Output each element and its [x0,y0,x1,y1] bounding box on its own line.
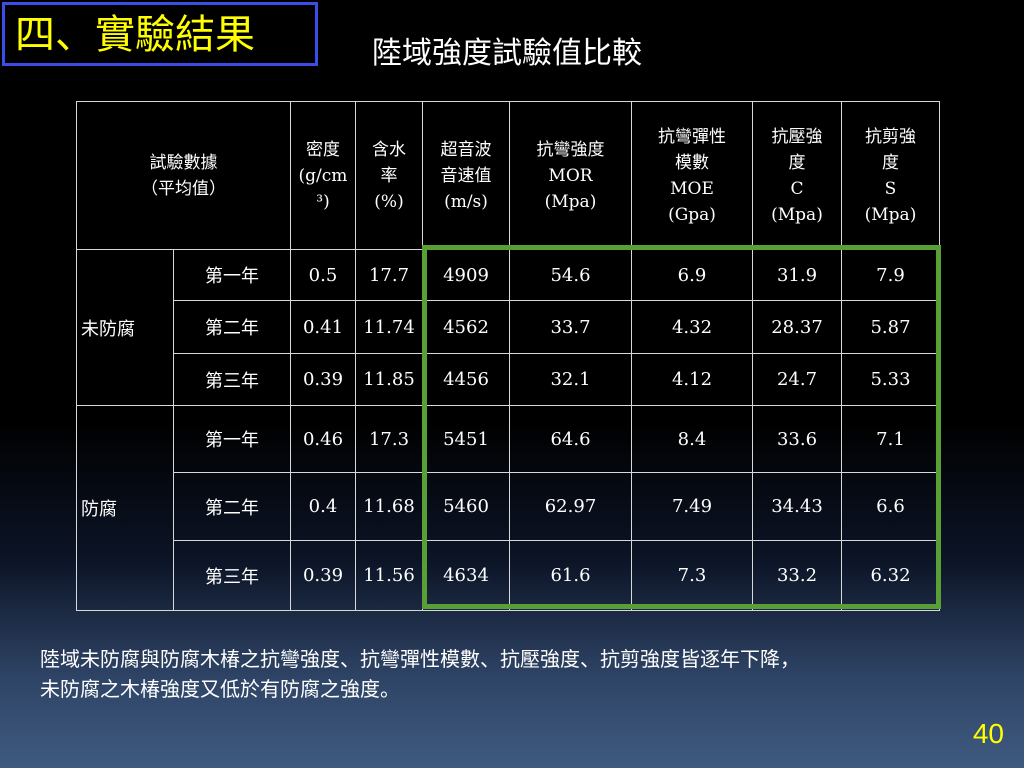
value-cell: 5451 [422,405,510,473]
value-cell: 11.74 [355,300,423,354]
year-cell: 第三年 [173,353,291,406]
page-number: 40 [972,718,1004,749]
header-cell-shear: 抗剪強 度 S (Mpa) [841,101,940,250]
value-cell: 4456 [422,353,510,406]
value-cell: 17.3 [355,405,423,473]
value-cell: 62.97 [509,472,632,541]
value-cell: 4.32 [631,300,753,354]
value-cell: 54.6 [509,249,632,301]
value-cell: 7.3 [631,540,753,611]
value-cell: 6.9 [631,249,753,301]
header-cell-moisture: 含水 率 (%) [355,101,423,250]
year-cell: 第二年 [173,300,291,354]
table-row: 第二年 0.41 11.74 4562 33.7 4.32 28.37 5.87 [77,300,940,354]
value-cell: 33.6 [752,405,842,473]
slide-title: 陸域強度試驗值比較 [372,36,642,71]
header-cell-ultrasonic: 超音波 音速值 (m/s) [422,101,510,250]
section-title-box: 四、實驗結果 [2,2,318,66]
value-cell: 0.46 [290,405,356,473]
value-cell: 4.12 [631,353,753,406]
table-row: 第三年 0.39 11.56 4634 61.6 7.3 33.2 6.32 [77,540,940,611]
value-cell: 5.33 [841,353,940,406]
table-row: 防腐 第一年 0.46 17.3 5451 64.6 8.4 33.6 7.1 [76,405,940,611]
header-cell-mor: 抗彎強度 MOR (Mpa) [509,101,632,250]
summary-text: 陸域未防腐與防腐木椿之抗彎強度、抗彎彈性模數、抗壓強度、抗剪強度皆逐年下降， 未… [40,644,1000,704]
summary-line: 未防腐之木椿強度又低於有防腐之強度。 [40,677,400,701]
table-row: 第二年 0.4 11.68 5460 62.97 7.49 34.43 6.6 [77,472,940,541]
value-cell: 17.7 [355,249,423,301]
value-cell: 61.6 [509,540,632,611]
value-cell: 7.9 [841,249,940,301]
value-cell: 4562 [422,300,510,354]
year-cell: 第三年 [173,540,291,611]
table-row: 第三年 0.39 11.85 4456 32.1 4.12 24.7 5.33 [77,353,940,406]
year-cell: 第一年 [173,405,291,473]
value-cell: 4634 [422,540,510,611]
value-cell: 5460 [422,472,510,541]
value-cell: 6.32 [841,540,940,611]
value-cell: 32.1 [509,353,632,406]
value-cell: 11.68 [355,472,423,541]
value-cell: 64.6 [509,405,632,473]
header-cell-compression: 抗壓強 度 C (Mpa) [752,101,842,250]
year-cell: 第二年 [173,472,291,541]
value-cell: 6.6 [841,472,940,541]
header-cell-moe: 抗彎彈性 模數 MOE (Gpa) [631,101,753,250]
value-cell: 11.85 [355,353,423,406]
value-cell: 33.7 [509,300,632,354]
table-header-row: 試驗數據 （平均值） 密度 (g/cm ³) 含水 率 (%) 超音波 音速值 … [76,101,940,250]
results-table: 試驗數據 （平均值） 密度 (g/cm ³) 含水 率 (%) 超音波 音速值 … [76,101,940,611]
value-cell: 7.1 [841,405,940,473]
value-cell: 24.7 [752,353,842,406]
value-cell: 0.39 [290,353,356,406]
section-title: 四、實驗結果 [15,12,255,58]
value-cell: 11.56 [355,540,423,611]
group-label: 未防腐 [76,249,174,406]
value-cell: 33.2 [752,540,842,611]
table-row: 未防腐 第一年 0.5 17.7 4909 54.6 6.9 31.9 7.9 [76,249,940,406]
group-label: 防腐 [76,405,174,611]
value-cell: 0.4 [290,472,356,541]
value-cell: 0.39 [290,540,356,611]
value-cell: 34.43 [752,472,842,541]
value-cell: 4909 [422,249,510,301]
value-cell: 28.37 [752,300,842,354]
value-cell: 7.49 [631,472,753,541]
year-cell: 第一年 [173,249,291,301]
value-cell: 5.87 [841,300,940,354]
value-cell: 8.4 [631,405,753,473]
value-cell: 0.5 [290,249,356,301]
header-cell-metric: 試驗數據 （平均值） [76,101,291,250]
value-cell: 31.9 [752,249,842,301]
summary-line: 陸域未防腐與防腐木椿之抗彎強度、抗彎彈性模數、抗壓強度、抗剪強度皆逐年下降， [40,647,800,671]
header-cell-density: 密度 (g/cm ³) [290,101,356,250]
value-cell: 0.41 [290,300,356,354]
